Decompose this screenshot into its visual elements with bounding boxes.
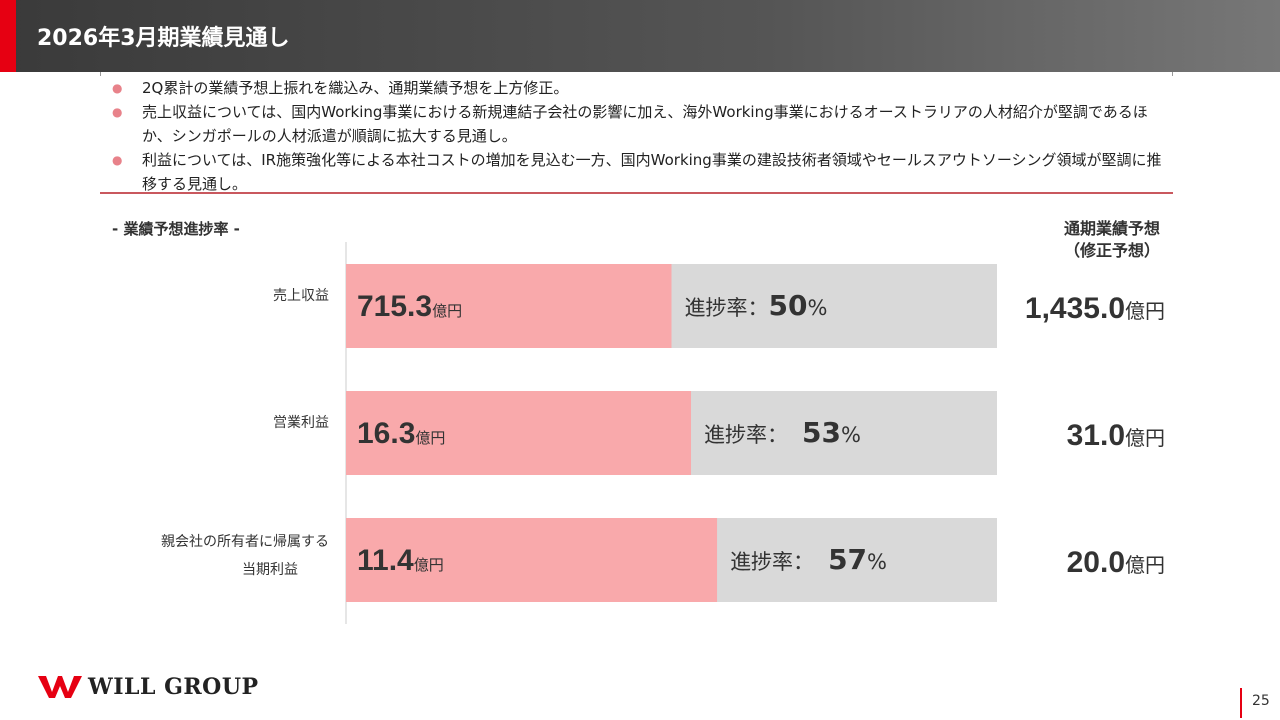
summary-bullets: ● 2Q累計の業績予想上振れを織込み、通期業績予想を上方修正。 ● 売上収益につ…: [112, 76, 1172, 196]
bar-progress: [346, 264, 672, 348]
page-number-bar: [1240, 688, 1242, 718]
bullets-right-tick: [1172, 72, 1173, 76]
bullet-item: ● 2Q累計の業績予想上振れを織込み、通期業績予想を上方修正。: [112, 76, 1172, 100]
category-label: 親会社の所有者に帰属する当期利益: [161, 533, 329, 578]
slide-header: 2026年3月期業績見通し: [0, 0, 1280, 72]
forecast-column-header: 通期業績予想 （修正予想）: [1012, 218, 1212, 262]
forecast-header-line2: （修正予想）: [1063, 241, 1160, 260]
forecast-value-label: 1,435.0億円: [1025, 292, 1165, 325]
will-group-logo-icon: [38, 676, 82, 698]
forecast-value-label: 31.0億円: [1067, 419, 1165, 452]
bar-progress: [346, 518, 718, 602]
bullets-left-tick: [100, 72, 101, 76]
forecast-header-line1: 通期業績予想: [1063, 219, 1160, 238]
page-title: 2026年3月期業績見通し: [37, 26, 290, 51]
bullet-text: 2Q累計の業績予想上振れを織込み、通期業績予想を上方修正。: [142, 79, 569, 97]
actual-value-label: 11.4億円: [357, 544, 444, 577]
forecast-value-label: 20.0億円: [1067, 546, 1165, 579]
bar-progress: [346, 391, 692, 475]
header-accent-bar: [0, 0, 16, 72]
bullet-text: 利益については、IR施策強化等による本社コストの増加を見込む一方、国内Worki…: [142, 151, 1162, 193]
bullet-dot-icon: ●: [112, 153, 123, 167]
bullet-dot-icon: ●: [112, 81, 123, 95]
bullet-item: ● 利益については、IR施策強化等による本社コストの増加を見込む一方、国内Wor…: [112, 148, 1172, 196]
progress-rate-label: 進捗率： 53%: [704, 416, 861, 449]
page-number: 25: [1252, 693, 1270, 709]
actual-value-label: 715.3億円: [357, 290, 462, 323]
progress-rate-label: 進捗率：50%: [685, 289, 828, 322]
bullet-dot-icon: ●: [112, 105, 123, 119]
bullets-divider: [100, 192, 1173, 194]
progress-rate-label: 進捗率： 57%: [730, 543, 887, 576]
category-label: 営業利益: [273, 415, 329, 431]
section-label: - 業績予想進捗率 -: [112, 220, 240, 238]
company-logo-text: WILL GROUP: [88, 674, 259, 700]
bullet-text: 売上収益については、国内Working事業における新規連結子会社の影響に加え、海…: [142, 103, 1148, 145]
actual-value-label: 16.3億円: [357, 417, 445, 450]
bullet-item: ● 売上収益については、国内Working事業における新規連結子会社の影響に加え…: [112, 100, 1172, 148]
category-label: 売上収益: [273, 288, 329, 304]
